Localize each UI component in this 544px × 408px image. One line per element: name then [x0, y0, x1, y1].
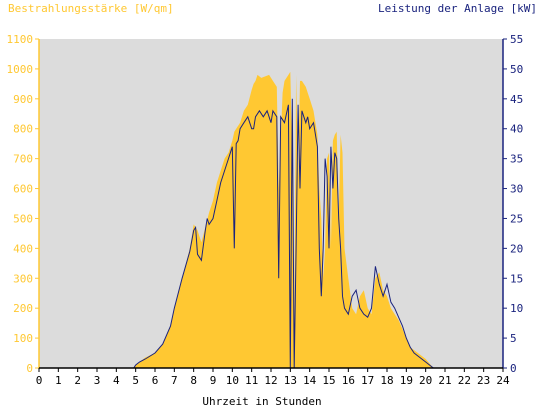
x-tick-label: 16 [342, 374, 355, 387]
x-tick-label: 11 [245, 374, 258, 387]
x-tick-label: 15 [322, 374, 335, 387]
x-tick-label: 9 [210, 374, 217, 387]
x-tick-label: 10 [226, 374, 239, 387]
x-tick-label: 7 [171, 374, 178, 387]
x-tick-label: 13 [284, 374, 297, 387]
right-tick-label: 55 [510, 33, 523, 46]
irradiance-area [39, 71, 503, 369]
right-tick-label: 50 [510, 63, 523, 76]
left-tick-label: 800 [13, 123, 33, 136]
x-tick-label: 12 [264, 374, 277, 387]
x-tick-label: 5 [132, 374, 139, 387]
x-tick-label: 2 [74, 374, 81, 387]
x-tick-label: 24 [496, 374, 510, 387]
x-tick-label: 8 [190, 374, 197, 387]
left-tick-label: 700 [13, 153, 33, 166]
right-tick-label: 25 [510, 212, 523, 225]
x-tick-label: 6 [152, 374, 159, 387]
right-tick-label: 30 [510, 183, 523, 196]
right-tick-label: 0 [510, 362, 517, 375]
left-tick-label: 0 [26, 362, 33, 375]
right-tick-label: 35 [510, 153, 523, 166]
x-tick-label: 19 [400, 374, 413, 387]
right-axis-title: Leistung der Anlage [kW] [378, 2, 537, 15]
left-tick-label: 200 [13, 302, 33, 315]
x-tick-label: 22 [458, 374, 471, 387]
left-tick-label: 100 [13, 332, 33, 345]
x-tick-label: 17 [361, 374, 374, 387]
x-tick-label: 1 [55, 374, 62, 387]
x-tick-label: 0 [36, 374, 43, 387]
right-tick-label: 40 [510, 123, 523, 136]
left-tick-label: 500 [13, 212, 33, 225]
power-line [39, 98, 503, 369]
left-tick-label: 900 [13, 93, 33, 106]
x-tick-label: 23 [477, 374, 490, 387]
left-tick-label: 1000 [7, 63, 34, 76]
left-tick-label: 600 [13, 183, 33, 196]
x-tick-label: 3 [94, 374, 101, 387]
x-tick-label: 20 [419, 374, 432, 387]
x-tick-label: 14 [303, 374, 317, 387]
x-tick-label: 18 [380, 374, 393, 387]
left-tick-label: 300 [13, 272, 33, 285]
right-tick-label: 10 [510, 302, 523, 315]
right-tick-label: 5 [510, 332, 517, 345]
x-axis-title: Uhrzeit in Stunden [202, 395, 321, 408]
left-tick-label: 400 [13, 242, 33, 255]
right-tick-label: 20 [510, 242, 523, 255]
x-tick-label: 4 [113, 374, 120, 387]
x-tick-label: 21 [438, 374, 451, 387]
right-tick-label: 15 [510, 272, 523, 285]
left-tick-label: 1100 [7, 33, 34, 46]
right-tick-label: 45 [510, 93, 523, 106]
left-axis-title: Bestrahlungsstärke [W/qm] [8, 2, 174, 15]
